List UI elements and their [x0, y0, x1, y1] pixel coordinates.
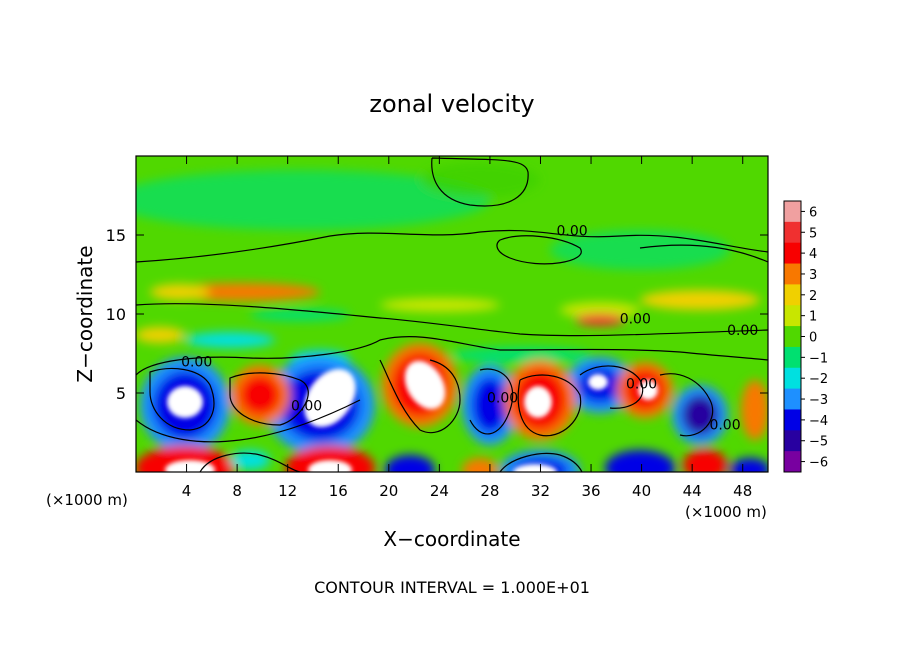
- x-unit-right: (×1000 m): [685, 503, 767, 521]
- colorbar-label: 1: [809, 310, 817, 325]
- colorbar-label: −5: [809, 435, 828, 450]
- contour-label: 0.00: [626, 377, 657, 393]
- contour-label: 0.00: [556, 223, 587, 239]
- colorbar-label: 6: [809, 205, 817, 220]
- x-tick-label: 44: [683, 482, 702, 500]
- colorbar-swatch: [784, 367, 801, 390]
- contour-interval-note: CONTOUR INTERVAL = 1.000E+01: [314, 578, 590, 597]
- x-unit-left: (×1000 m): [46, 491, 128, 509]
- y-tick-label: 5: [116, 384, 126, 403]
- x-tick-label: 48: [733, 482, 752, 500]
- colorbar-swatch: [784, 451, 801, 473]
- colorbar-label: 3: [809, 268, 817, 283]
- colorbar-swatch: [784, 305, 801, 327]
- y-tick-label: 15: [106, 226, 126, 245]
- x-tick-label: 16: [329, 482, 348, 500]
- colorbar-swatch: [784, 201, 801, 223]
- colorbar-label: 5: [809, 226, 817, 241]
- colorbar-swatch: [784, 326, 801, 348]
- y-axis: 5 10 15: [106, 226, 768, 403]
- colorbar-label: −1: [809, 351, 828, 366]
- contour-label: 0.00: [620, 312, 651, 328]
- x-tick-label: 20: [379, 482, 398, 500]
- colorbar-swatch: [784, 388, 801, 410]
- colorbar-swatch: [784, 221, 801, 244]
- x-tick-label: 28: [480, 482, 499, 500]
- colorbar-label: 4: [809, 247, 817, 262]
- colorbar-swatch: [784, 430, 801, 452]
- x-axis: 4 8 12 16 20 24 28 32 36 40 44 48: [182, 156, 752, 500]
- colorbar-label: −3: [809, 393, 828, 408]
- contour-lines: [136, 157, 768, 472]
- colorbar-swatch: [784, 263, 801, 285]
- colorbar-swatch: [784, 346, 801, 369]
- colorbar-label: −2: [809, 372, 828, 387]
- colorbar-label: −4: [809, 414, 828, 429]
- contour-label: 0.00: [291, 399, 322, 415]
- y-tick-label: 10: [106, 305, 126, 324]
- x-tick-label: 40: [632, 482, 651, 500]
- chart-title: zonal velocity: [369, 90, 534, 118]
- colorbar-label: −6: [809, 456, 828, 471]
- x-tick-label: 12: [278, 482, 297, 500]
- x-tick-label: 4: [182, 482, 192, 500]
- colorbar-swatch: [784, 242, 801, 265]
- contour-labels: 0.00 0.00 0.00 0.00 0.00 0.00 0.00 0.00: [181, 223, 758, 433]
- colorbar-swatch: [784, 284, 801, 306]
- colorbar-label: 0: [809, 331, 817, 346]
- contour-label: 0.00: [727, 323, 758, 339]
- x-axis-label: X−coordinate: [383, 527, 520, 551]
- velocity-field: [136, 156, 768, 472]
- colorbar-label: 2: [809, 289, 817, 304]
- contour-label: 0.00: [709, 418, 740, 434]
- contour-label: 0.00: [181, 354, 212, 370]
- colorbar: 6 5 4 3 2 1 0 −1 −2 −3 −4 −5 −6: [783, 200, 828, 473]
- y-axis-label: Z−coordinate: [73, 245, 97, 382]
- x-tick-label: 32: [531, 482, 550, 500]
- x-tick-label: 36: [581, 482, 600, 500]
- colorbar-swatch: [784, 409, 801, 431]
- x-tick-label: 24: [430, 482, 449, 500]
- x-tick-label: 8: [232, 482, 242, 500]
- contour-label: 0.00: [487, 391, 518, 407]
